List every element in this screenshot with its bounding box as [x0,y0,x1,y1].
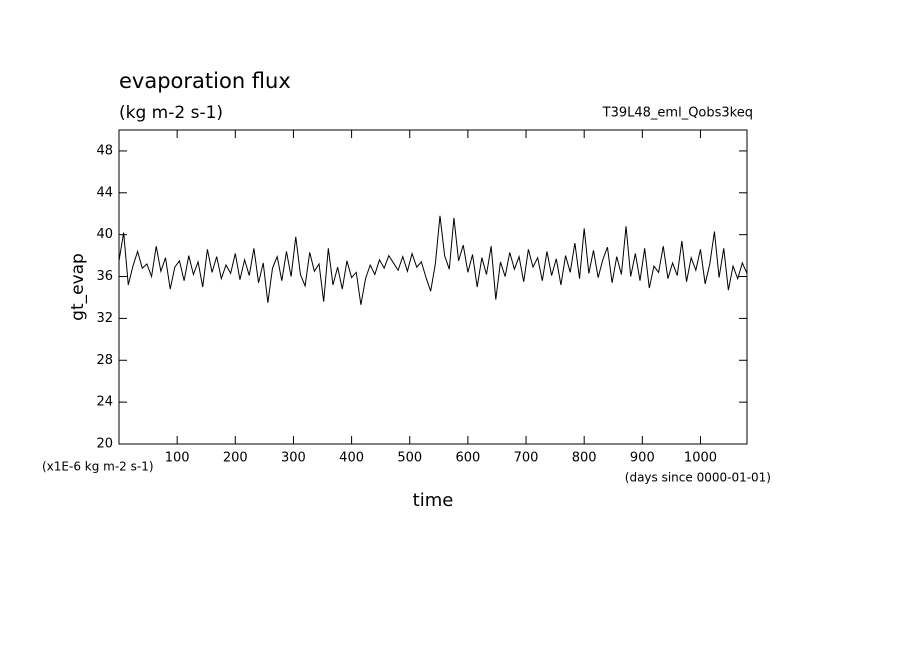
y-axis-label: gt_evap [68,253,88,321]
annotation: T39L48_eml_Qobs3keq [602,106,753,121]
y-tick-label: 20 [96,437,113,452]
plot-frame [118,129,748,445]
x-tick-label: 600 [455,451,480,466]
chart-subtitle: (kg m-2 s-1) [119,103,223,123]
y-tick-label: 40 [96,227,113,242]
y-tick-label: 44 [96,185,113,200]
x-tick-label: 700 [514,451,539,466]
x-tick-label: 300 [281,451,306,466]
chart-title: evaporation flux [119,69,291,93]
y-tick-label: 48 [96,143,113,158]
data-line [118,215,748,305]
x-tick-label: 200 [223,451,248,466]
y-tick-label: 32 [96,311,113,326]
y-tick-label: 24 [96,395,113,410]
x-axis-label: time [413,490,454,511]
x-tick-label: 500 [397,451,422,466]
x-unit: (days since 0000-01-01) [625,471,771,485]
x-tick-label: 800 [572,451,597,466]
x-tick-label: 900 [630,451,655,466]
y-tick-label: 28 [96,353,113,368]
y-tick-label: 36 [96,269,113,284]
y-unit: (x1E-6 kg m-2 s-1) [42,460,154,474]
x-tick-label: 400 [339,451,364,466]
x-tick-label: 100 [165,451,190,466]
x-tick-label: 1000 [684,451,717,466]
